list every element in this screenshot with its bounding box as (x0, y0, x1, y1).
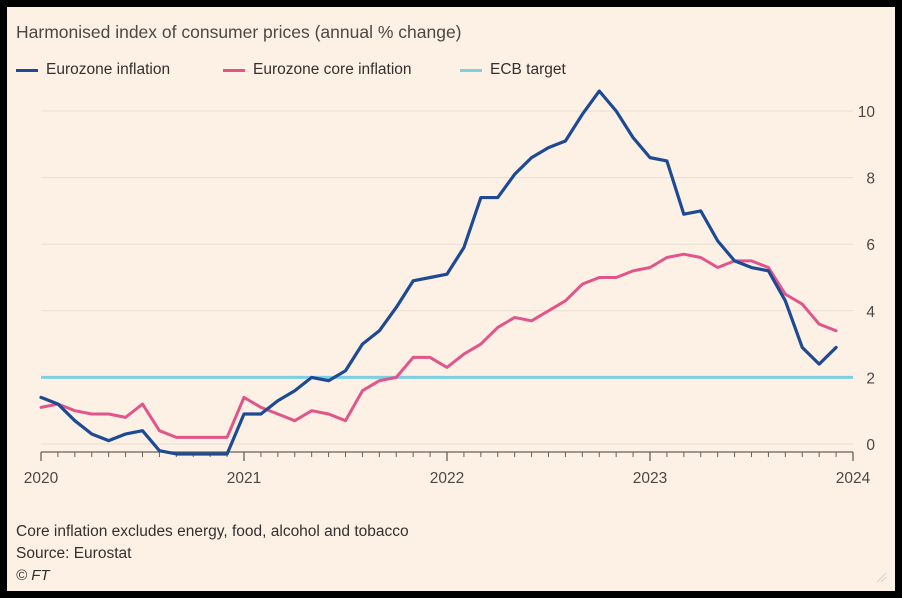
footnote: Core inflation excludes energy, food, al… (16, 523, 409, 540)
x-tick-label-2020: 2020 (24, 470, 59, 487)
chart-title: Harmonised index of consumer prices (ann… (16, 22, 462, 42)
y-tick-label-10: 10 (858, 104, 876, 121)
source-note: Source: Eurostat (16, 545, 132, 562)
y-tick-label-2: 2 (866, 370, 875, 387)
legend-label-ecb-target: ECB target (490, 61, 566, 78)
y-tick-label-8: 8 (866, 171, 875, 188)
series-line-eurozone-inflation (39, 89, 838, 456)
legend-label-eurozone-core-inflation: Eurozone core inflation (253, 61, 412, 78)
y-tick-label-6: 6 (866, 237, 875, 254)
legend-label-eurozone-inflation: Eurozone inflation (46, 61, 171, 78)
y-tick-label-4: 4 (866, 304, 875, 321)
legend-swatch-eurozone-core-inflation (223, 68, 245, 72)
legend-swatch-eurozone-inflation (16, 68, 38, 72)
legend-item-ecb-target: ECB target (460, 61, 566, 79)
line-chart: 0 2 4 6 8 10 2020 2021 2022 2023 2024 (24, 89, 876, 487)
legend-swatch-ecb-target (460, 68, 482, 72)
legend-item-eurozone-inflation: Eurozone inflation (16, 61, 170, 79)
resize-grip-icon[interactable] (875, 571, 887, 583)
x-tick-label-2024: 2024 (836, 470, 871, 487)
x-tick-label-2022: 2022 (430, 470, 464, 487)
y-tick-label-0: 0 (866, 437, 875, 454)
credit: © FT (16, 567, 50, 584)
x-tick-label-2023: 2023 (633, 470, 667, 487)
legend-item-eurozone-core-inflation: Eurozone core inflation (223, 61, 412, 79)
x-tick-label-2021: 2021 (227, 470, 261, 487)
series-line-eurozone-core-inflation (39, 252, 838, 439)
chart-card: Harmonised index of consumer prices (ann… (7, 7, 895, 591)
